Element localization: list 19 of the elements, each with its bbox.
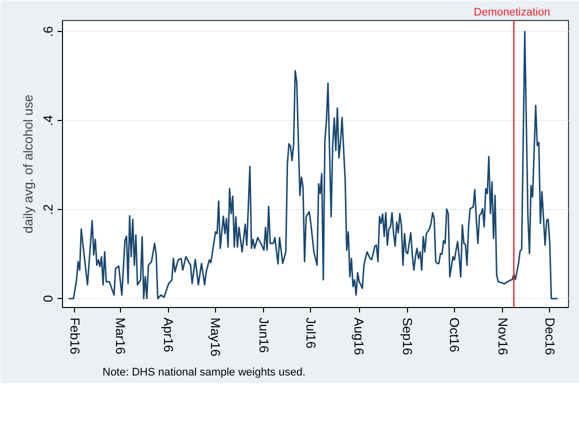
x-tick-label: Jun16: [256, 318, 272, 353]
y-axis-title: daily avg. of alcohol use: [20, 94, 36, 234]
x-tick-label: Aug16: [352, 318, 367, 356]
y-tick-label: .6: [40, 26, 56, 38]
x-tick-label: Mar16: [112, 318, 128, 354]
y-tick-label: .4: [40, 115, 56, 126]
x-tick-label: Sep16: [400, 318, 416, 356]
x-tick-label: Jul16: [303, 318, 318, 349]
ref-line-label: Demonetization: [474, 6, 550, 18]
y-tick-label: .2: [40, 204, 56, 216]
x-tick-label: May16: [208, 318, 224, 357]
line-series: [68, 30, 558, 300]
x-tick-label: Oct16: [446, 318, 462, 352]
x-tick-label: Apr16: [161, 318, 176, 352]
x-tick-label: Dec16: [542, 318, 558, 356]
x-tick-label: Feb16: [67, 318, 82, 354]
y-tick-label: 0: [40, 294, 56, 302]
text: Note: DHS national sample weights used.: [102, 366, 306, 378]
x-tick-label: Nov16: [495, 318, 510, 356]
